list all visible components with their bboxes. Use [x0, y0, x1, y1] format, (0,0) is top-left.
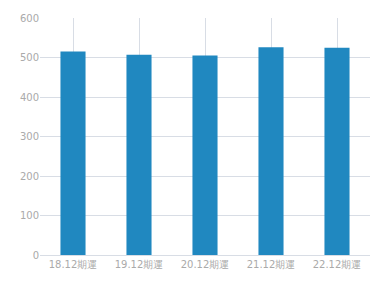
svg-text:300: 300 [20, 131, 39, 142]
svg-text:20.12期運: 20.12期運 [181, 259, 230, 270]
svg-text:200: 200 [20, 171, 39, 182]
svg-text:22.12期運: 22.12期運 [313, 259, 362, 270]
svg-text:500: 500 [20, 52, 39, 63]
svg-text:100: 100 [20, 210, 39, 221]
svg-text:18.12期運: 18.12期運 [49, 259, 98, 270]
svg-text:600: 600 [20, 13, 39, 24]
svg-text:21.12期運: 21.12期運 [247, 259, 296, 270]
svg-text:400: 400 [20, 92, 39, 103]
svg-text:0: 0 [33, 250, 39, 261]
svg-text:19.12期運: 19.12期運 [115, 259, 164, 270]
